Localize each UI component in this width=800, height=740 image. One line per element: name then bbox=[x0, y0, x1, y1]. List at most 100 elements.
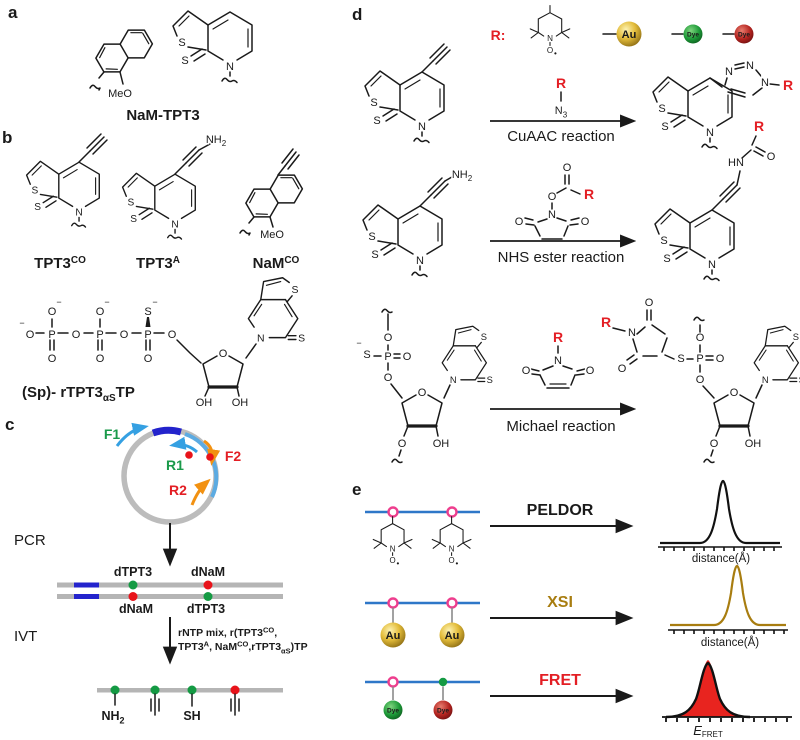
ivt-reagents-line2: TPT3A, NaMCO,rTPT3αS)TP bbox=[178, 640, 308, 656]
methoxy-label: MeO bbox=[108, 88, 132, 100]
ubp-site-dot bbox=[206, 453, 214, 461]
ester-o-atom: O bbox=[548, 191, 557, 203]
o-atom: O bbox=[144, 353, 153, 365]
o-atom: O bbox=[696, 332, 705, 344]
nhs-product: HN O R bbox=[653, 117, 777, 282]
charge-minus: − bbox=[104, 297, 109, 307]
nhs-r-label: R bbox=[584, 186, 594, 202]
oh-label: OH bbox=[232, 397, 249, 409]
thio-s-atom: S bbox=[363, 349, 370, 361]
distance-axis-label: distance(Å) bbox=[692, 552, 750, 565]
xsi-row: XSI distance(Å) bbox=[365, 564, 788, 649]
alpha-p-atom: P bbox=[144, 329, 151, 341]
cuaac-product: N N N R bbox=[651, 59, 795, 150]
carbonyl-o-atom: O bbox=[563, 162, 572, 174]
o-atom: O bbox=[48, 353, 57, 365]
primer-r1-arrow bbox=[169, 436, 199, 454]
michael-reactant: O − S P O O OH O bbox=[355, 308, 495, 464]
panel-b-label: b bbox=[2, 128, 12, 147]
charge-minus: − bbox=[19, 318, 24, 328]
methoxy-label: MeO bbox=[260, 229, 284, 241]
cuaac-reactant bbox=[363, 43, 451, 144]
dnam-label: dNaM bbox=[119, 602, 153, 616]
peldor-method-label: PELDOR bbox=[527, 502, 594, 519]
cuaac-reaction-arrow: R N3 CuAAC reaction bbox=[490, 74, 637, 145]
o-atom: O bbox=[96, 306, 105, 318]
azide-label: N3 bbox=[555, 105, 568, 120]
distance-axis-label: distance(Å) bbox=[701, 636, 759, 649]
panel-d-label: d bbox=[352, 5, 362, 24]
pcr-step-label: PCR bbox=[14, 532, 46, 549]
p-atom: P bbox=[96, 329, 103, 341]
ubp-site-dot bbox=[185, 451, 193, 459]
o-atom: O bbox=[716, 353, 725, 365]
alkyne-site-dot bbox=[230, 685, 240, 695]
carbonyl-o-atom: O bbox=[522, 365, 531, 377]
o-atom: O bbox=[398, 438, 407, 450]
cuaac-reaction-label: CuAAC reaction bbox=[507, 128, 615, 145]
o-atom: O bbox=[696, 374, 705, 386]
rtpt3-triphosphate-structure: − O P O − O O P O − O O P S − O O OH OH bbox=[18, 276, 307, 411]
o-atom: O bbox=[48, 306, 57, 318]
compound-name-namco: NaMCO bbox=[253, 255, 300, 272]
top-strand-promoter bbox=[74, 582, 99, 588]
carbonyl-o-atom: O bbox=[586, 365, 595, 377]
thioether-s-atom: S bbox=[677, 353, 684, 365]
oh-label: OH bbox=[433, 438, 450, 450]
product-r-label: R bbox=[783, 77, 793, 93]
oh-label: OH bbox=[196, 397, 213, 409]
amide-hn-label: HN bbox=[728, 157, 744, 169]
r-legend-label: R: bbox=[491, 27, 506, 43]
bridge-o-atom: O bbox=[120, 329, 129, 341]
charge-minus: − bbox=[56, 297, 61, 307]
panel-b: b TPT3CO NH2 TPT3A MeO NaMCO − O P O − O… bbox=[2, 128, 308, 411]
maleimide-reagent: R N O O bbox=[520, 328, 596, 389]
panel-d: d R: R N3 CuAAC reaction N N N R bbox=[352, 4, 800, 464]
michael-product: R N O O S P O O O OH O bbox=[599, 296, 800, 464]
wedge-bond bbox=[145, 317, 151, 327]
xsi-method-label: XSI bbox=[547, 594, 573, 611]
panel-a-label: a bbox=[8, 3, 18, 22]
dtpt3-dot bbox=[203, 592, 213, 601]
panel-c: c F1 R1 F2 R2 PCR dTPT3 dNaM dNaM dTPT3 … bbox=[5, 415, 308, 726]
compound-name-tpt3a: TPT3A bbox=[136, 255, 180, 272]
thio-s-atom: S bbox=[144, 306, 151, 318]
o-atom: O bbox=[384, 372, 393, 384]
ivt-reagents-line1: rNTP mix, r(TPT3CO, bbox=[178, 626, 277, 640]
succinimide-n-atom: N bbox=[628, 327, 636, 339]
triazole-n-atom: N bbox=[725, 66, 733, 78]
alkyne-site-dot bbox=[150, 685, 160, 695]
nhs-reaction-label: NHS ester reaction bbox=[498, 249, 625, 266]
amine-label: NH2 bbox=[101, 709, 124, 726]
compound-name-nam-tpt3: NaM-TPT3 bbox=[126, 107, 199, 124]
charge-minus: − bbox=[356, 338, 361, 348]
carbonyl-o-atom: O bbox=[515, 216, 524, 228]
o-atom: O bbox=[403, 351, 412, 363]
peldor-row: PELDOR distance(Å) bbox=[365, 479, 782, 569]
plasmid-diagram: F1 R1 F2 R2 bbox=[104, 422, 241, 525]
nam-structure: MeO bbox=[89, 22, 158, 102]
triazole-n-atom: N bbox=[761, 77, 769, 89]
product-r-label: R bbox=[601, 314, 611, 330]
modified-rna-product: NH2 SH bbox=[97, 685, 283, 726]
primer-f1-arrow bbox=[115, 422, 149, 447]
carbonyl-o-atom: O bbox=[618, 363, 627, 375]
primer-r1-label: R1 bbox=[166, 457, 184, 473]
namco-structure: MeO bbox=[239, 148, 308, 243]
maleimide-r-label: R bbox=[553, 329, 563, 345]
carbonyl-o-atom: O bbox=[767, 151, 776, 163]
charge-minus: − bbox=[152, 297, 157, 307]
bottom-strand bbox=[57, 594, 283, 599]
michael-reaction-label: Michael reaction bbox=[506, 418, 615, 435]
dnam-dot bbox=[203, 580, 213, 590]
dnam-label: dNaM bbox=[191, 565, 225, 579]
dna-duplex: dTPT3 dNaM dNaM dTPT3 bbox=[57, 565, 283, 616]
tpt3-structure bbox=[171, 9, 254, 84]
dnam-dot bbox=[128, 592, 138, 601]
thiol-site-dot bbox=[187, 685, 197, 695]
tpt3co-structure bbox=[25, 133, 108, 229]
o-atom: O bbox=[710, 438, 719, 450]
azide-r-label: R bbox=[556, 75, 566, 91]
primer-r2-label: R2 bbox=[169, 482, 187, 498]
compound-name-tpt3co: TPT3CO bbox=[34, 255, 86, 272]
